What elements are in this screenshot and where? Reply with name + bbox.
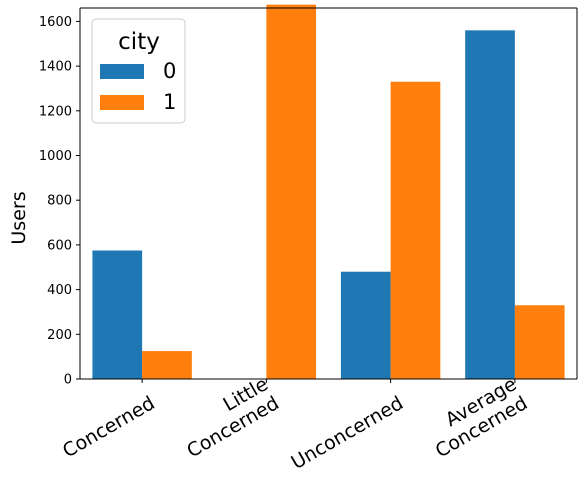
y-axis-title: Users bbox=[8, 191, 30, 244]
bar bbox=[266, 4, 317, 380]
bar bbox=[514, 305, 565, 379]
x-tick-label: Unconcerned bbox=[287, 392, 407, 474]
y-tick-label: 1400 bbox=[39, 60, 72, 75]
bar bbox=[465, 30, 515, 380]
x-tick-label: Concerned bbox=[59, 392, 159, 462]
bar bbox=[390, 81, 441, 379]
y-tick-label: 800 bbox=[47, 194, 72, 209]
x-tick-label: AverageConcerned bbox=[421, 373, 532, 462]
legend-label: 1 bbox=[163, 90, 176, 114]
bar bbox=[340, 271, 391, 379]
bar bbox=[92, 250, 143, 379]
legend: city 0 1 bbox=[91, 18, 186, 124]
x-tick-label: LittleConcerned bbox=[172, 373, 283, 462]
legend-swatch bbox=[100, 95, 144, 110]
y-tick-label: 0 bbox=[64, 373, 72, 388]
bar bbox=[142, 351, 192, 379]
legend-label: 0 bbox=[163, 59, 176, 83]
legend-swatch bbox=[100, 64, 144, 79]
y-tick-label: 600 bbox=[47, 238, 72, 253]
y-tick-label: 1000 bbox=[39, 149, 72, 164]
y-tick-label: 1200 bbox=[39, 104, 72, 119]
y-tick-label: 400 bbox=[47, 283, 72, 298]
y-tick-label: 1600 bbox=[39, 15, 72, 30]
y-tick-label: 200 bbox=[47, 328, 72, 343]
legend-title: city bbox=[118, 29, 160, 55]
